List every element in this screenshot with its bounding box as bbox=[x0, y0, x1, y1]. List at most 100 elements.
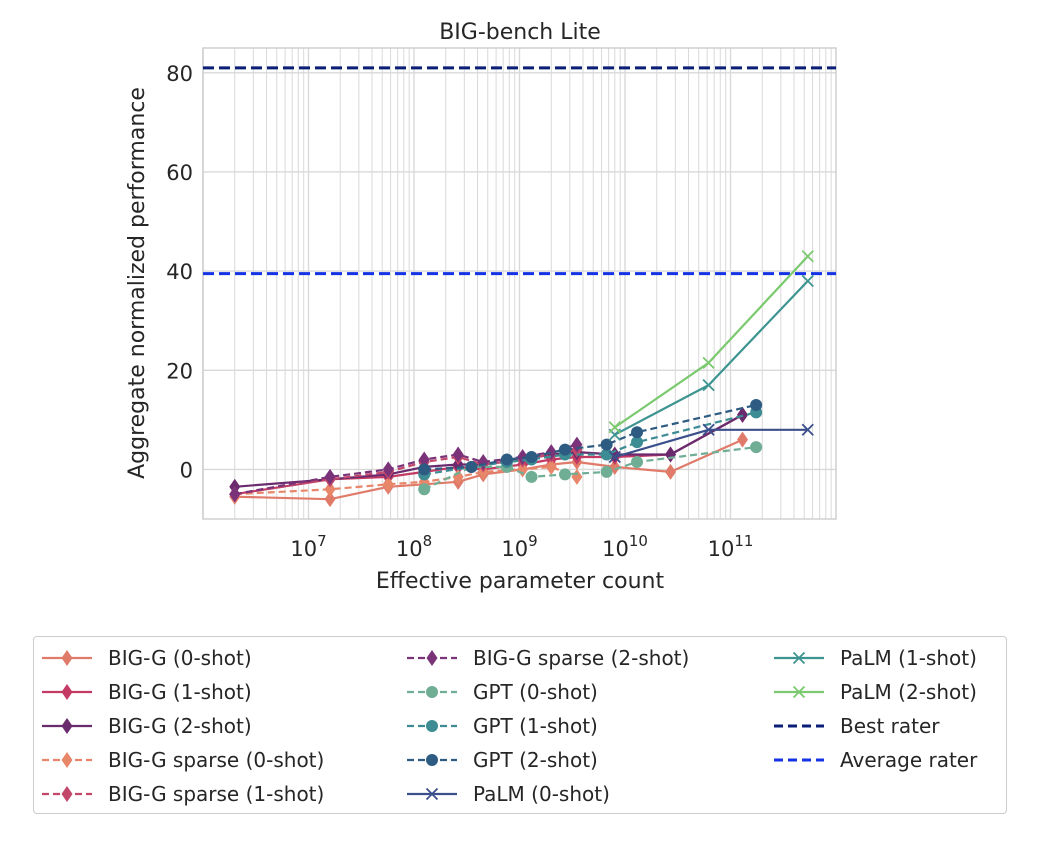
data-point bbox=[418, 463, 431, 476]
data-point bbox=[525, 470, 538, 483]
data-point bbox=[631, 426, 644, 439]
legend-label: PaLM (0-shot) bbox=[473, 782, 610, 806]
data-point bbox=[425, 787, 439, 801]
x-axis-label: Effective parameter count bbox=[376, 569, 665, 594]
data-point bbox=[382, 476, 394, 493]
data-point bbox=[324, 468, 336, 485]
data-point bbox=[545, 458, 557, 475]
legend-item: BIG-G (2-shot) bbox=[42, 714, 252, 738]
legend-item: BIG-G (0-shot) bbox=[42, 646, 252, 670]
plot-frame bbox=[202, 47, 837, 520]
y-tick-label: 20 bbox=[166, 359, 193, 383]
data-point bbox=[801, 423, 814, 436]
legend-item: PaLM (2-shot) bbox=[774, 680, 977, 704]
legend-item: GPT (0-shot) bbox=[407, 680, 598, 704]
x-tick-label: 1010 bbox=[602, 532, 648, 561]
series-path bbox=[614, 255, 809, 429]
y-axis-label: Aggregate normalized performance bbox=[125, 87, 150, 479]
data-point bbox=[229, 486, 241, 503]
data-point bbox=[426, 686, 438, 698]
data-point bbox=[631, 455, 644, 468]
series-layer bbox=[229, 250, 814, 508]
reference-lines bbox=[203, 66, 836, 276]
data-point bbox=[426, 754, 438, 766]
data-point bbox=[631, 436, 644, 449]
data-point bbox=[517, 461, 529, 478]
data-point bbox=[61, 752, 73, 768]
data-point bbox=[801, 250, 814, 263]
legend-label: PaLM (1-shot) bbox=[840, 646, 977, 670]
x-tick-label: 109 bbox=[501, 532, 537, 561]
data-point bbox=[559, 443, 572, 456]
series-path bbox=[234, 438, 743, 501]
legend-item: BIG-G (1-shot) bbox=[42, 680, 252, 704]
data-point bbox=[500, 453, 513, 466]
data-point bbox=[737, 431, 749, 448]
series-path bbox=[614, 280, 809, 436]
legend-label: GPT (1-shot) bbox=[473, 714, 598, 738]
legend-label: Best rater bbox=[840, 714, 940, 738]
grid bbox=[202, 48, 836, 519]
data-point bbox=[750, 398, 763, 411]
data-point bbox=[418, 451, 430, 468]
data-point bbox=[324, 491, 336, 508]
data-point bbox=[324, 481, 336, 498]
data-point bbox=[418, 483, 431, 496]
x-tick-label: 107 bbox=[290, 532, 326, 561]
data-point bbox=[426, 720, 438, 732]
legend-item: BIG-G sparse (0-shot) bbox=[42, 748, 324, 772]
legend-item: Best rater bbox=[774, 714, 940, 738]
data-point bbox=[792, 685, 806, 699]
data-point bbox=[61, 718, 73, 734]
data-point bbox=[702, 379, 715, 392]
series-line bbox=[608, 250, 814, 434]
series-line bbox=[608, 423, 814, 464]
series-path bbox=[234, 443, 578, 496]
data-point bbox=[61, 684, 73, 700]
legend: BIG-G (0-shot) BIG-G (1-shot) BIG-G (2-sho… bbox=[33, 636, 1007, 814]
data-point bbox=[702, 356, 715, 369]
data-point bbox=[559, 468, 572, 481]
legend-label: PaLM (2-shot) bbox=[840, 680, 977, 704]
series-line bbox=[418, 398, 763, 476]
data-point bbox=[426, 650, 438, 666]
legend-label: GPT (0-shot) bbox=[473, 680, 598, 704]
chart-title: BIG-bench Lite bbox=[439, 20, 601, 45]
x-tick-labels: 107 108 109 1010 1011 bbox=[290, 532, 753, 561]
series-line bbox=[229, 406, 749, 495]
data-point bbox=[61, 650, 73, 666]
legend-item: Average rater bbox=[774, 748, 978, 772]
data-point bbox=[382, 461, 394, 478]
legend-label: Average rater bbox=[840, 748, 978, 772]
series-line bbox=[608, 274, 814, 441]
data-point bbox=[608, 450, 621, 464]
plot-area bbox=[202, 47, 837, 520]
data-point bbox=[608, 421, 621, 434]
x-tick-label: 1011 bbox=[708, 532, 754, 561]
legend-item: PaLM (0-shot) bbox=[407, 782, 610, 806]
data-point bbox=[665, 463, 677, 480]
legend-label: BIG-G (0-shot) bbox=[108, 646, 252, 670]
data-point bbox=[600, 465, 613, 478]
legend-item: PaLM (1-shot) bbox=[774, 646, 977, 670]
legend-label: BIG-G sparse (1-shot) bbox=[108, 782, 324, 806]
y-tick-label: 80 bbox=[166, 62, 193, 86]
data-point bbox=[61, 786, 73, 802]
data-point bbox=[702, 423, 715, 436]
data-point bbox=[600, 438, 613, 451]
x-tick-label: 108 bbox=[396, 532, 432, 561]
legend-item: BIG-G sparse (1-shot) bbox=[42, 782, 324, 806]
data-point bbox=[665, 446, 677, 463]
data-point bbox=[750, 441, 763, 454]
y-tick-labels: 0 20 40 60 80 bbox=[166, 62, 193, 483]
data-point bbox=[792, 651, 806, 665]
legend-label: BIG-G (2-shot) bbox=[108, 714, 252, 738]
y-tick-label: 60 bbox=[166, 161, 193, 185]
legend-item: GPT (2-shot) bbox=[407, 748, 598, 772]
data-point bbox=[465, 460, 478, 473]
data-point bbox=[452, 468, 464, 485]
legend-label: BIG-G sparse (2-shot) bbox=[473, 646, 689, 670]
legend-item: GPT (1-shot) bbox=[407, 714, 598, 738]
data-point bbox=[801, 274, 814, 288]
